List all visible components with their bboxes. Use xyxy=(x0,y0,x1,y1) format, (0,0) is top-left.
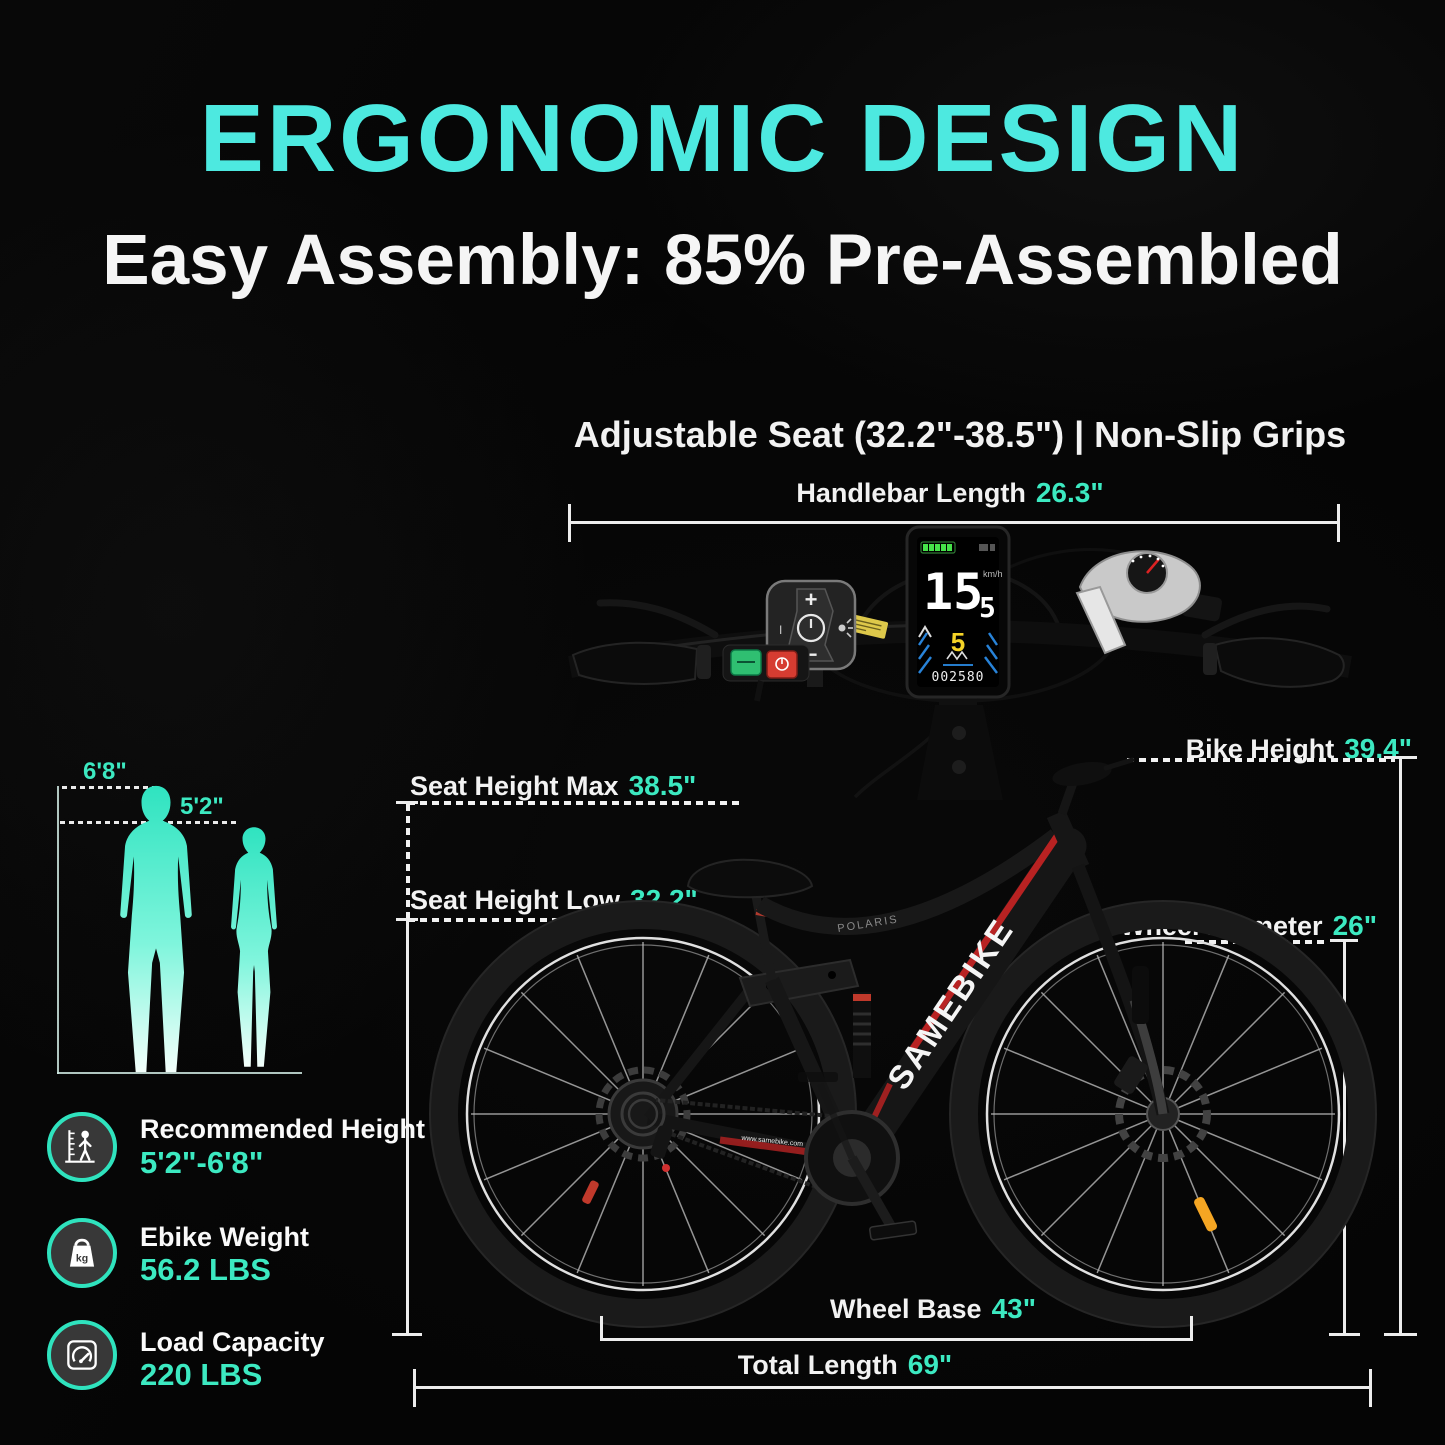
right-brake-lever xyxy=(1201,602,1331,639)
total-length-dim-line xyxy=(413,1369,1372,1407)
handlebar-length-dim-line xyxy=(568,504,1340,542)
bike-height-top-tick xyxy=(1384,756,1417,759)
spec-label-recommended-height: Recommended Height xyxy=(140,1114,426,1144)
rear-derailleur xyxy=(650,1125,673,1159)
total-length-value: 69" xyxy=(907,1349,953,1380)
spec-label-load-capacity: Load Capacity xyxy=(140,1327,325,1357)
wheel-diameter-top-tick xyxy=(1330,939,1358,942)
speed-decimal: 5 xyxy=(979,591,996,624)
spec-value-ebike-weight: 56.2 LBS xyxy=(140,1252,271,1287)
wheel-diameter-bottom-tick xyxy=(1329,1333,1360,1336)
seat-dim-top-tick xyxy=(396,801,418,804)
seat-dim-dash-segment xyxy=(406,804,410,918)
stem xyxy=(917,705,1003,800)
bike-photo: www.samebike.com POLARIS xyxy=(429,757,1377,1328)
bike-height-bottom-tick xyxy=(1384,1333,1417,1336)
seat-height-max-annotation: Seat Height Max 38.5" xyxy=(410,770,696,802)
recommended-height-icon-badge xyxy=(47,1112,117,1182)
bike-handlebar xyxy=(1052,761,1112,787)
rear-shock xyxy=(853,992,871,1078)
total-length-label: Total Length xyxy=(737,1350,898,1380)
wheel-base-annotation: Wheel Base 43" xyxy=(793,1293,1073,1325)
lcd-display: 15 5 km/h 5 002580 xyxy=(905,525,1011,709)
red-power-button xyxy=(766,650,798,679)
seat-height-low-dash-line xyxy=(408,918,680,922)
blue-stripes-icon xyxy=(918,632,998,674)
saddle xyxy=(686,858,814,899)
seat-height-max-label: Seat Height Max xyxy=(410,771,619,801)
female-silhouette xyxy=(231,827,277,1067)
total-length-annotation: Total Length 69" xyxy=(705,1349,985,1381)
height-chart-axis-h xyxy=(57,1072,302,1074)
weight-kg-icon: kg xyxy=(69,1238,95,1267)
left-grip xyxy=(571,641,699,685)
gauge-icon xyxy=(67,1340,97,1370)
spec-label-ebike-weight: Ebike Weight xyxy=(140,1222,310,1252)
gear-shifter xyxy=(1075,550,1223,655)
seat-height-max-dash-line xyxy=(408,801,740,805)
wheel-diameter-dim-line xyxy=(1343,941,1346,1335)
male-silhouette xyxy=(120,785,192,1073)
wheel-base-dim-line xyxy=(600,1316,1193,1341)
handlebar-length-label: Handlebar Length xyxy=(796,478,1026,508)
mountain-icon xyxy=(918,625,932,638)
rear-reflector xyxy=(582,1180,599,1204)
tall-height-dash-line xyxy=(62,786,154,789)
odometer-value: 002580 xyxy=(932,670,985,685)
tall-height-label: 6'8" xyxy=(83,758,127,785)
shifter-thumb-lever xyxy=(1075,585,1127,655)
front-light xyxy=(1132,966,1149,1024)
height-ruler-icon xyxy=(65,1130,95,1163)
seat-dim-mid-tick xyxy=(396,918,418,921)
height-chart-axis-v xyxy=(57,786,59,1074)
bike-frame: www.samebike.com POLARIS xyxy=(620,757,1170,1241)
page-subtitle: Easy Assembly: 85% Pre-Assembled xyxy=(102,221,1343,300)
right-grip xyxy=(1213,637,1345,688)
weight-kg-icon-label: kg xyxy=(76,1252,88,1264)
feature-line: Adjustable Seat (32.2"-38.5") | Non-Slip… xyxy=(573,414,1347,455)
front-wheel xyxy=(949,900,1377,1328)
wheel-diameter-value: 26" xyxy=(1332,910,1377,941)
switch-module xyxy=(722,644,810,702)
spec-value-load-capacity: 220 LBS xyxy=(140,1357,263,1392)
wheel-base-label: Wheel Base xyxy=(830,1294,982,1324)
front-reflector xyxy=(1194,1196,1218,1232)
speed-value: 15 xyxy=(923,563,983,621)
spec-value-recommended-height: 5'2"-6'8" xyxy=(140,1145,264,1180)
ebike-weight-icon-badge: kg xyxy=(47,1218,117,1288)
wheel-base-value: 43" xyxy=(991,1293,1036,1324)
left-brake-lever xyxy=(596,599,719,639)
load-capacity-icon-badge xyxy=(47,1320,117,1390)
bike-height-dash-line xyxy=(1127,758,1395,762)
assist-level-value: 5 xyxy=(951,627,965,657)
handlebar-length-value: 26.3" xyxy=(1035,477,1104,508)
pad-plus-icon: + xyxy=(805,587,818,612)
light-icon xyxy=(838,624,846,632)
pad-i-icon: I xyxy=(779,623,782,637)
left-dim-bottom-tick xyxy=(392,1333,422,1336)
handlebar-photo: + − I xyxy=(568,525,1352,800)
left-dim-line xyxy=(406,921,409,1333)
bike-height-dim-line xyxy=(1399,758,1402,1335)
battery-indicator-icon xyxy=(920,541,956,554)
speed-unit: km/h xyxy=(983,569,1003,579)
seat-height-max-value: 38.5" xyxy=(628,770,697,801)
pedal xyxy=(869,1220,918,1241)
page-title: ERGONOMIC DESIGN xyxy=(199,85,1246,192)
short-height-label: 5'2" xyxy=(180,793,224,820)
handlebar-length-annotation: Handlebar Length 26.3" xyxy=(560,477,1340,509)
